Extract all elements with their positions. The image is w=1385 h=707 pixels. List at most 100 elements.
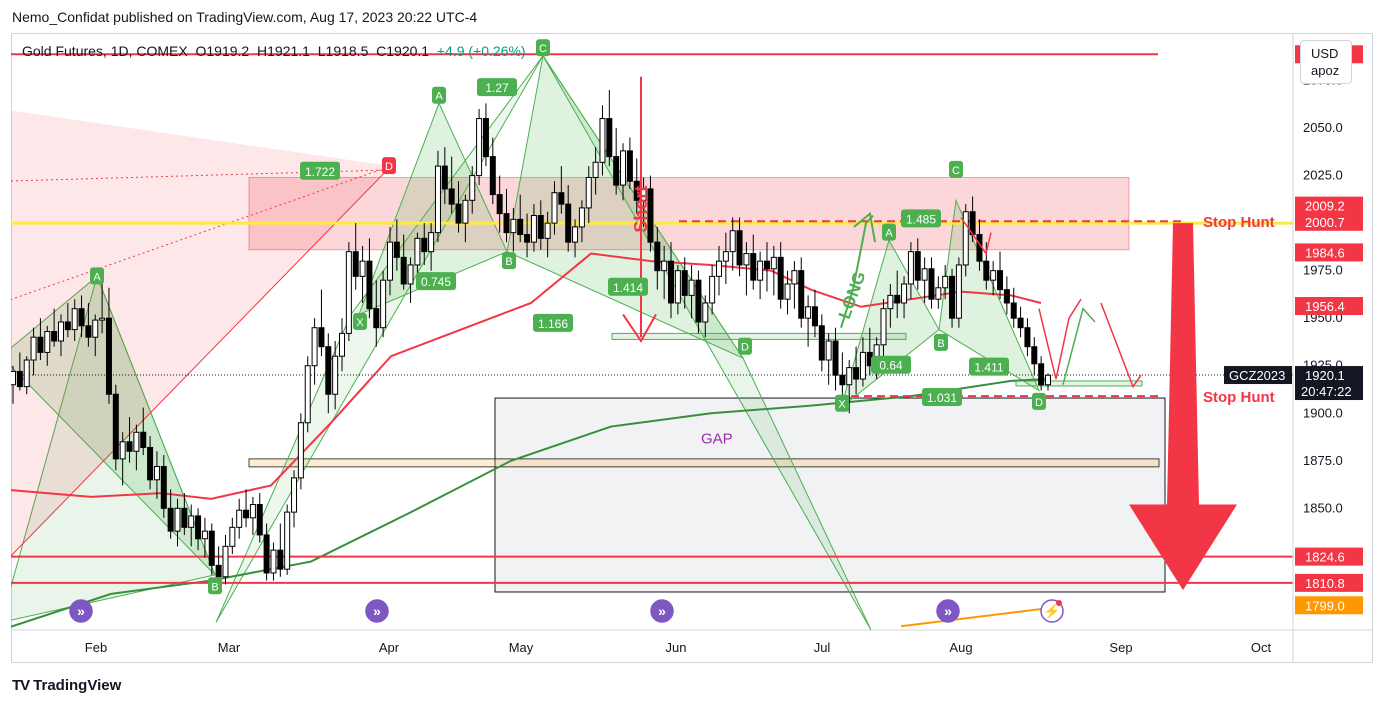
- candle-body: [853, 367, 860, 380]
- candle-body: [318, 327, 325, 348]
- candle-body: [524, 234, 531, 243]
- candle-body: [37, 336, 44, 353]
- candle-body: [674, 270, 681, 304]
- pattern-point-badge: [208, 577, 222, 595]
- candle-body: [935, 287, 942, 300]
- candle-body: [455, 203, 462, 224]
- candle-body: [421, 237, 428, 253]
- y-tick-label: 2050.0: [1303, 120, 1343, 135]
- candle-body: [537, 215, 544, 239]
- candle-body: [263, 534, 270, 574]
- candle-body: [743, 253, 750, 266]
- candle-body: [990, 270, 997, 281]
- price-tag-text: 2000.7: [1305, 215, 1345, 230]
- candle-body: [722, 251, 729, 262]
- last-price-label: 1920.1: [1305, 368, 1345, 383]
- candle-body: [352, 251, 359, 277]
- legend-high-label: H: [257, 43, 268, 59]
- ratio-label-text: 0.64: [879, 359, 903, 373]
- pattern-point-badge: [1032, 392, 1046, 410]
- candle-body: [153, 465, 160, 481]
- y-tick-label: 1850.0: [1303, 500, 1343, 515]
- pattern-point-b: B: [208, 577, 222, 595]
- candle-body: [1038, 363, 1045, 386]
- candle-body: [201, 530, 208, 540]
- trend-line-red: [11, 165, 392, 557]
- price-tag-bg: [1295, 596, 1363, 615]
- price-tag-bg: [1295, 212, 1363, 231]
- pattern-point-a: A: [882, 223, 896, 241]
- event-dot-icon: [1056, 600, 1062, 606]
- price-tag: 2009.2: [1295, 196, 1363, 215]
- tradingview-brand[interactable]: TV TradingView: [12, 677, 121, 694]
- pattern-point-label: D: [741, 342, 749, 354]
- symbol-badge: GCZ2023: [1229, 368, 1285, 383]
- candle-body: [126, 441, 133, 452]
- candle-body: [811, 306, 818, 327]
- pattern-point-badge: [934, 333, 948, 351]
- price-tag-bg: [1295, 573, 1363, 592]
- candle-body: [400, 256, 407, 285]
- candle-body: [880, 308, 887, 346]
- candle-body: [736, 230, 743, 266]
- candle-body: [983, 260, 990, 281]
- candle-body: [770, 256, 777, 270]
- pattern-point-c: C: [949, 160, 963, 178]
- candle-body: [441, 165, 448, 190]
- x-tick-label: Jun: [666, 640, 687, 655]
- pattern-point-label: C: [952, 165, 960, 177]
- chart-legend: Gold Futures, 1D, COMEX O1919.2 H1921.1 …: [22, 43, 526, 59]
- event-icon: »: [650, 599, 674, 623]
- candle-body: [661, 260, 668, 272]
- candle-body: [270, 549, 277, 574]
- candle-body: [695, 279, 702, 323]
- pattern-point-d: D: [1032, 392, 1046, 410]
- candle-body: [325, 346, 332, 395]
- pattern-point-badge: [882, 223, 896, 241]
- chart-canvas[interactable]: Short LONG GAP Stop Hunt Stop Hunt A B X A B C D D X A…: [11, 33, 1373, 663]
- candle-body: [51, 331, 58, 342]
- pattern-point-b: B: [934, 333, 948, 351]
- candle-body: [1010, 302, 1017, 319]
- legend-low-label: L: [317, 43, 326, 59]
- pattern-point-label: B: [937, 338, 944, 350]
- candle-body: [188, 515, 195, 528]
- pattern-point-label: X: [838, 399, 846, 411]
- price-tag-bg: [1295, 196, 1363, 215]
- event-icon-glyph: »: [77, 603, 85, 619]
- supply-zone-box: [248, 176, 1130, 251]
- candle-body: [997, 270, 1004, 291]
- candle-body: [85, 325, 92, 338]
- candle-body: [907, 251, 914, 285]
- currency-label: USD: [1311, 46, 1339, 61]
- candle-body: [715, 260, 722, 277]
- legend-high: 1921.1: [267, 43, 310, 59]
- candle-body: [469, 175, 476, 201]
- event-icon-circle: [365, 599, 389, 623]
- gap-fill-zone: [248, 458, 1160, 468]
- candle-body: [64, 321, 71, 331]
- long-label: LONG: [835, 269, 870, 322]
- ratio-label-text: 1.031: [927, 391, 957, 405]
- ratio-label-bg: [922, 388, 962, 407]
- price-tag-bg: [1295, 297, 1363, 316]
- candle-body: [818, 325, 825, 361]
- short-arrow-head: [622, 313, 657, 343]
- ratio-label: 1.166: [533, 313, 573, 332]
- orange-ray: [900, 606, 1057, 628]
- candle-body: [482, 118, 489, 158]
- ratio-label-text: 1.27: [485, 81, 509, 95]
- long-arrow: [840, 214, 874, 328]
- pattern-point-label: D: [385, 161, 393, 173]
- legend-change: +4.9 (+0.26%): [436, 43, 526, 59]
- candle-body: [448, 188, 455, 205]
- currency-unit-button[interactable]: USD apoz: [1300, 40, 1352, 84]
- candle-body: [887, 294, 894, 310]
- candle-body: [140, 431, 147, 448]
- candle-body: [78, 308, 85, 327]
- gap-label: GAP: [701, 431, 733, 448]
- price-tag-bg: [1295, 547, 1363, 566]
- candle-body: [530, 215, 537, 243]
- target-zone-recent: [1015, 380, 1143, 387]
- candle-body: [942, 275, 949, 289]
